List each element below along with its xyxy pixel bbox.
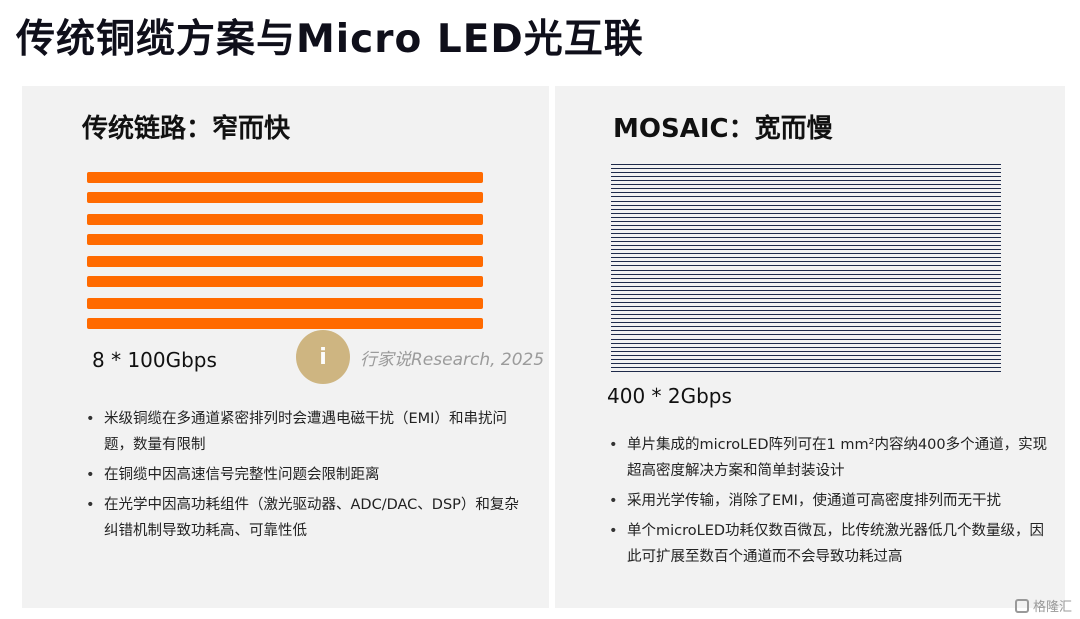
copper-lane [87,298,483,309]
microled-channel-line [611,334,1001,336]
microled-channel-line [611,354,1001,356]
microled-channel-line [611,371,1001,372]
mosaic-bullets: 单片集成的microLED阵列可在1 mm²内容纳400多个通道，实现超高密度解… [605,432,1055,574]
microled-channel-line [611,180,1001,182]
traditional-link-panel: 传统链路：窄而快 8 * 100Gbps 米级铜缆在多通道紧密排列时会遭遇电磁干… [22,86,549,608]
microled-channel-line [611,253,1001,255]
copper-lane [87,172,483,183]
microled-channel-line [611,265,1001,267]
microled-channel-line [611,228,1001,230]
list-item: 在铜缆中因高速信号完整性问题会限制距离 [82,462,522,488]
microled-channel-line [611,216,1001,218]
microled-channel-line [611,281,1001,283]
copper-lane [87,234,483,245]
microled-channel-line [611,342,1001,344]
microled-channel-line [611,297,1001,299]
copper-lane [87,276,483,287]
microled-channel-line [611,273,1001,275]
page-title: 传统铜缆方案与Micro LED光互联 [16,17,644,62]
microled-channel-line [611,358,1001,360]
microled-channel-line [611,277,1001,279]
microled-channel-line [611,192,1001,194]
microled-channel-line [611,257,1001,259]
microled-channel-line [611,302,1001,303]
microled-channel-line [611,314,1001,316]
traditional-link-heading: 传统链路：窄而快 [82,114,291,144]
microled-channel-line [611,168,1001,170]
copper-lane [87,318,483,329]
microled-channel-line [611,237,1001,239]
microled-channel-line [611,184,1001,186]
microled-channel-line [611,269,1001,271]
microled-channel-line [611,220,1001,222]
watermark-text: 行家说Research, 2025 [360,349,545,370]
traditional-bullets: 米级铜缆在多通道紧密排列时会遭遇电磁干扰（EMI）和串扰问题，数量有限制 在铜缆… [82,406,522,548]
microled-channels-graphic [611,164,1001,372]
microled-channel-line [611,346,1001,348]
list-item: 单片集成的microLED阵列可在1 mm²内容纳400多个通道，实现超高密度解… [605,432,1055,484]
list-item: 在光学中因高功耗组件（激光驱动器、ADC/DAC、DSP）和复杂纠错机制导致功耗… [82,492,522,544]
copper-lane [87,256,483,267]
microled-channel-line [611,224,1001,226]
microled-channel-line [611,293,1001,295]
list-item: 米级铜缆在多通道紧密排列时会遭遇电磁干扰（EMI）和串扰问题，数量有限制 [82,406,522,458]
microled-channel-line [611,233,1001,234]
copper-lane [87,192,483,203]
microled-channel-line [611,172,1001,174]
microled-channel-line [611,212,1001,214]
microled-channel-line [611,261,1001,263]
microled-channel-line [611,188,1001,190]
microled-channel-line [611,318,1001,320]
microled-channel-line [611,310,1001,312]
microled-channel-line [611,285,1001,287]
microled-channel-line [611,330,1001,332]
mosaic-heading: MOSAIC：宽而慢 [613,114,833,144]
microled-channel-line [611,208,1001,210]
source-watermark-text: 格隆汇 [1032,600,1072,615]
gelonghui-logo-icon [1014,598,1029,613]
microled-channel-line [611,245,1001,247]
microled-channel-line [611,362,1001,364]
microled-channel-line [611,338,1001,340]
list-item: 采用光学传输，消除了EMI，使通道可高密度排列而无干扰 [605,488,1055,514]
microled-channel-line [611,204,1001,206]
traditional-capacity-label: 8 * 100Gbps [92,348,217,372]
microled-channel-line [611,241,1001,243]
research-logo-icon: i [296,330,350,384]
watermark: i 行家说Research, 2025 [296,330,544,384]
microled-channel-line [611,366,1001,368]
microled-channel-line [611,306,1001,308]
microled-channel-line [611,249,1001,251]
microled-channel-line [611,326,1001,328]
mosaic-panel: MOSAIC：宽而慢 400 * 2Gbps 单片集成的microLED阵列可在… [555,86,1065,608]
list-item: 单个microLED功耗仅数百微瓦，比传统激光器低几个数量级，因此可扩展至数百个… [605,518,1055,570]
microled-channel-line [611,164,1001,165]
microled-channel-line [611,200,1001,202]
mosaic-capacity-label: 400 * 2Gbps [607,384,732,408]
microled-channel-line [611,289,1001,291]
copper-lane [87,214,483,225]
microled-channel-line [611,196,1001,198]
microled-channel-line [611,322,1001,324]
microled-channel-line [611,176,1001,178]
microled-channel-line [611,350,1001,352]
copper-lanes-graphic [87,172,483,332]
source-watermark: 格隆汇 [1014,596,1072,615]
